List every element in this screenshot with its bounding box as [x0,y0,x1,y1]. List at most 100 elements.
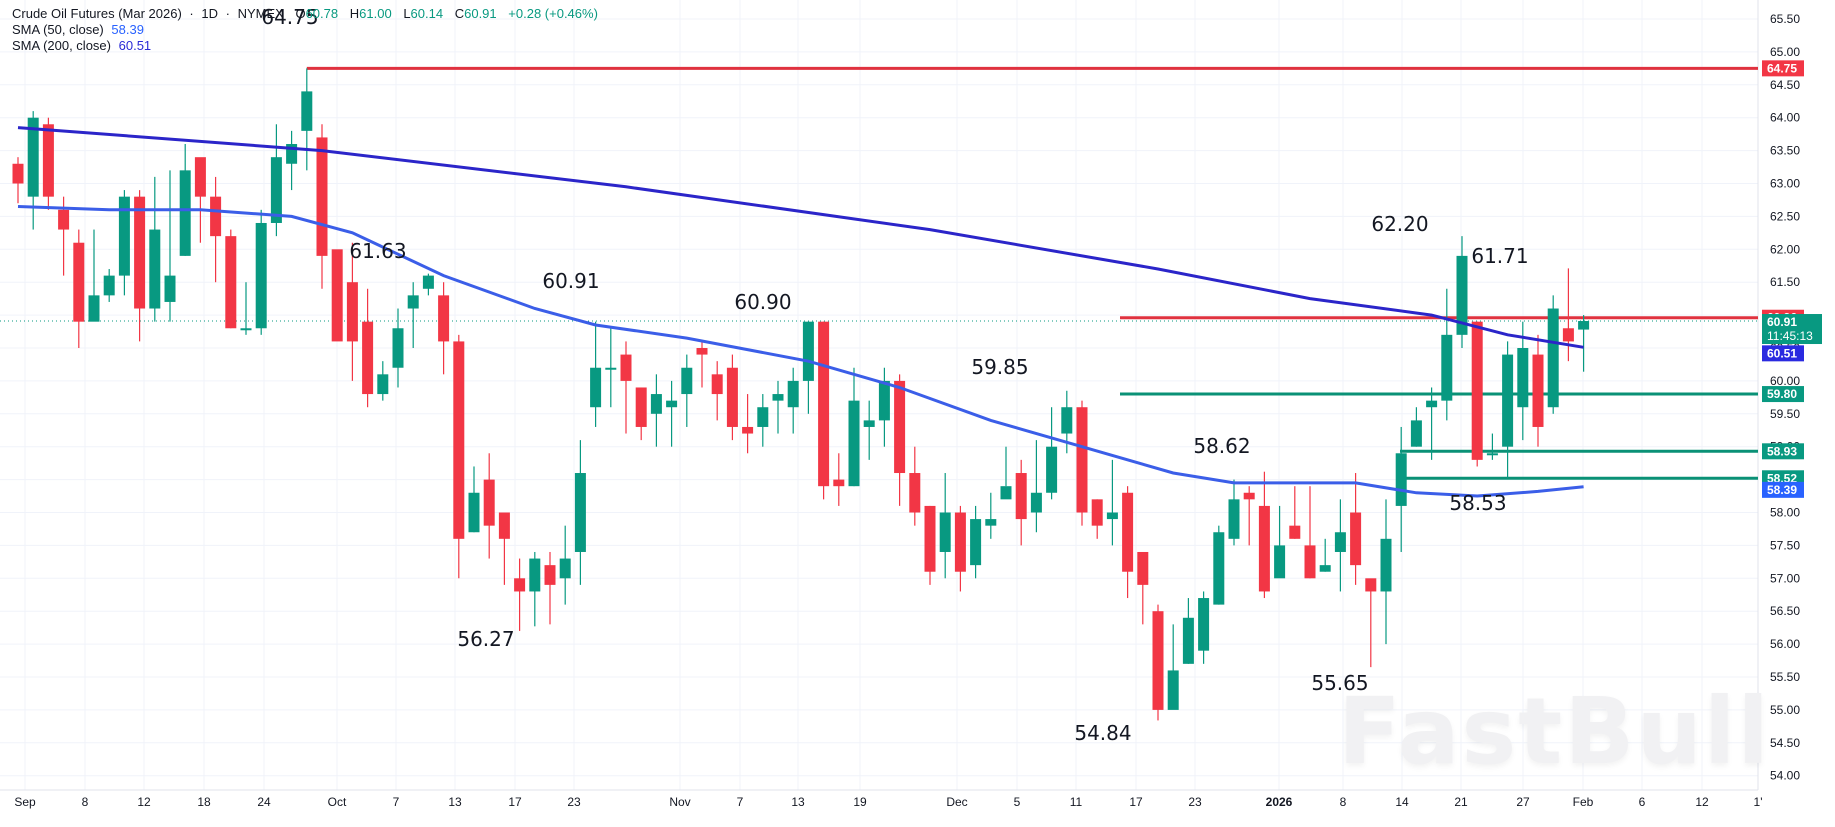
price-tick: 64.00 [1770,111,1800,125]
candle-up [529,558,541,592]
time-tick: 18 [197,795,211,809]
candle-up [240,328,252,331]
close-label: C [454,6,465,21]
candle-up [1441,334,1453,401]
sma50-label: SMA (50, close) [12,22,104,37]
time-tick: 12 [1695,795,1709,809]
candle-up [878,380,890,421]
price-badge [1762,481,1804,498]
candle-up [1486,453,1498,456]
candle-up [1502,354,1514,447]
symbol-name[interactable]: Crude Oil Futures (Mar 2026) [12,6,182,21]
candle-down [1076,407,1088,513]
candle-up [1547,308,1559,408]
svg-text:60.51: 60.51 [1767,346,1797,360]
candle-up [1167,670,1179,710]
interval[interactable]: 1D [201,6,218,21]
candle-up [559,558,571,579]
annotation-swing-high: 62.20 [1371,212,1428,236]
candle-up [939,512,951,552]
time-tick: 5 [1014,795,1021,809]
price-tick: 54.00 [1770,769,1800,783]
price-badge [1762,345,1804,362]
price-tick: 62.00 [1770,242,1800,256]
separator: · [225,6,230,21]
candle-up [1274,545,1286,579]
candle-down [438,295,450,342]
sma50-legend[interactable]: SMA (50, close) 58.39 [12,22,598,38]
time-axis[interactable]: Sep 8 12 18 24 Oct 7 13 17 23 Nov 7 13 19 Dec 5 11 17 23 20… [14,795,1762,809]
candle-down [346,282,358,342]
price-tick: 54.50 [1770,736,1800,750]
price-badge [1762,314,1822,345]
price-tick: 65.50 [1770,12,1800,26]
separator: · [189,6,194,21]
sma200-label: SMA (200, close) [12,38,111,53]
candle-up [255,222,267,329]
moving-averages [17,126,1584,498]
candle-down [1137,551,1149,585]
time-tick: 8 [82,795,89,809]
symbol-row[interactable]: Crude Oil Futures (Mar 2026) · 1D · NYME… [12,6,598,22]
candle-up [590,367,602,408]
svg-text:64.75: 64.75 [1767,61,1797,75]
candle-down [1243,492,1255,500]
candle-down [514,578,526,592]
candle-up [301,91,313,131]
candle-down [1091,499,1103,526]
close-value: 60.91 [464,6,497,21]
candle-down [1122,492,1134,572]
candle-down [620,354,632,381]
candle-up [970,519,982,566]
candle-up [1061,407,1073,434]
time-tick: 12 [137,795,151,809]
sma50-line [17,205,1584,498]
price-tick: 65.00 [1770,45,1800,59]
price-tick: 61.50 [1770,275,1800,289]
price-tick: 62.50 [1770,209,1800,223]
sma200-value: 60.51 [118,38,152,53]
price-annotations: 64.75 61.63 60.91 60.90 59.85 58.62 62.20 61.71… [261,5,1528,745]
candle-down [544,565,556,585]
price-tick: 56.00 [1770,637,1800,651]
candle-up [1517,348,1529,408]
candle-down [331,249,343,342]
sma200-legend[interactable]: SMA (200, close) 60.51 [12,38,598,54]
candle-up [757,407,769,427]
annotation-swing-high: 61.63 [349,239,406,263]
candle-up [468,492,480,533]
candle-up [1334,532,1346,552]
price-axis[interactable]: 65.50 65.00 64.50 64.00 63.50 63.00 62.50 62.00… [1759,0,1835,827]
time-tick: 13 [791,795,805,809]
candle-down [894,380,906,474]
candle-down [711,374,723,395]
price-badge [1762,386,1804,403]
annotation-swing-high: 60.90 [734,290,791,314]
candle-down [1015,473,1027,520]
candle-up [1198,598,1210,651]
candle-up [1106,512,1118,520]
candle-down [12,163,24,184]
candle-up [164,275,176,302]
candle-up [650,394,662,414]
svg-text:60.91: 60.91 [1767,315,1797,329]
candle-up [848,400,860,487]
high-label: H [349,6,360,21]
low-value: 60.14 [410,6,444,21]
candle-up [787,380,799,408]
time-tick: 2026 [1266,795,1293,809]
candle-up [681,367,693,395]
annotation-swing-high: 64.75 [261,5,318,29]
candle-up [1578,321,1590,330]
candle-down [58,209,70,230]
candle-down [1258,505,1270,592]
candle-down [498,512,510,539]
sma50-value: 58.39 [111,22,144,37]
time-tick: 23 [1188,795,1202,809]
candle-down [1532,354,1544,427]
candle-up [1030,492,1042,513]
candle-up [863,420,875,427]
price-tick: 55.00 [1770,703,1800,717]
candle-down [194,157,206,197]
